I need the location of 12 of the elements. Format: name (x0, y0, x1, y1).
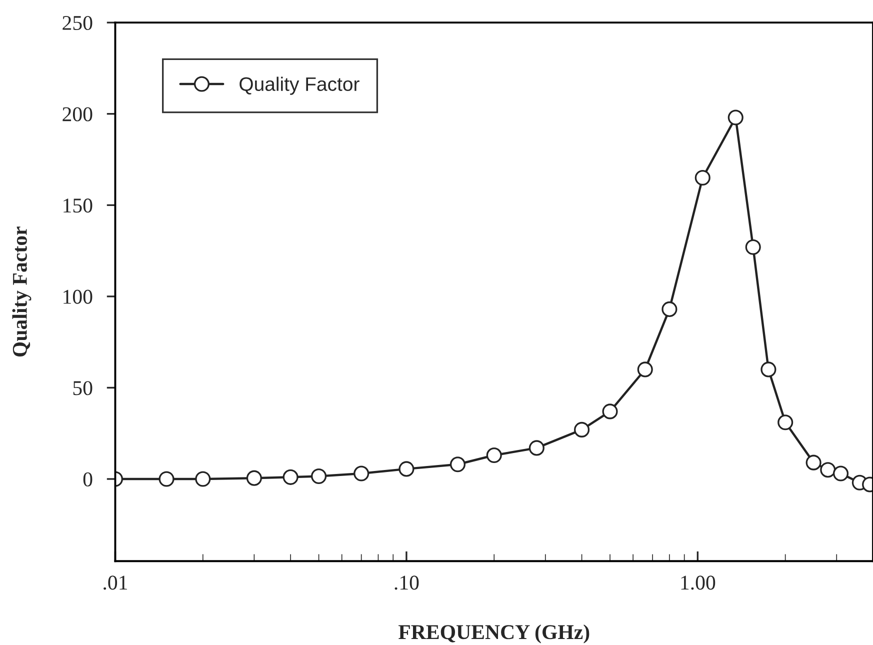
y-axis-title: Quality Factor (12, 226, 32, 357)
x-axis-title: FREQUENCY (GHz) (398, 624, 590, 644)
y-tick-label: 200 (62, 107, 92, 122)
x-tick-label: .01 (104, 576, 128, 590)
y-tick-label: 150 (64, 198, 92, 213)
y-tick-label: 50 (73, 381, 92, 396)
y-tick-label: 0 (83, 472, 92, 486)
x-tick-label: .10 (394, 576, 419, 590)
legend-label: Quality Factor (240, 76, 360, 95)
y-tick-label: 100 (64, 290, 92, 304)
x-tick-label: 1.00 (681, 576, 716, 590)
y-tick-label: 250 (62, 16, 92, 30)
